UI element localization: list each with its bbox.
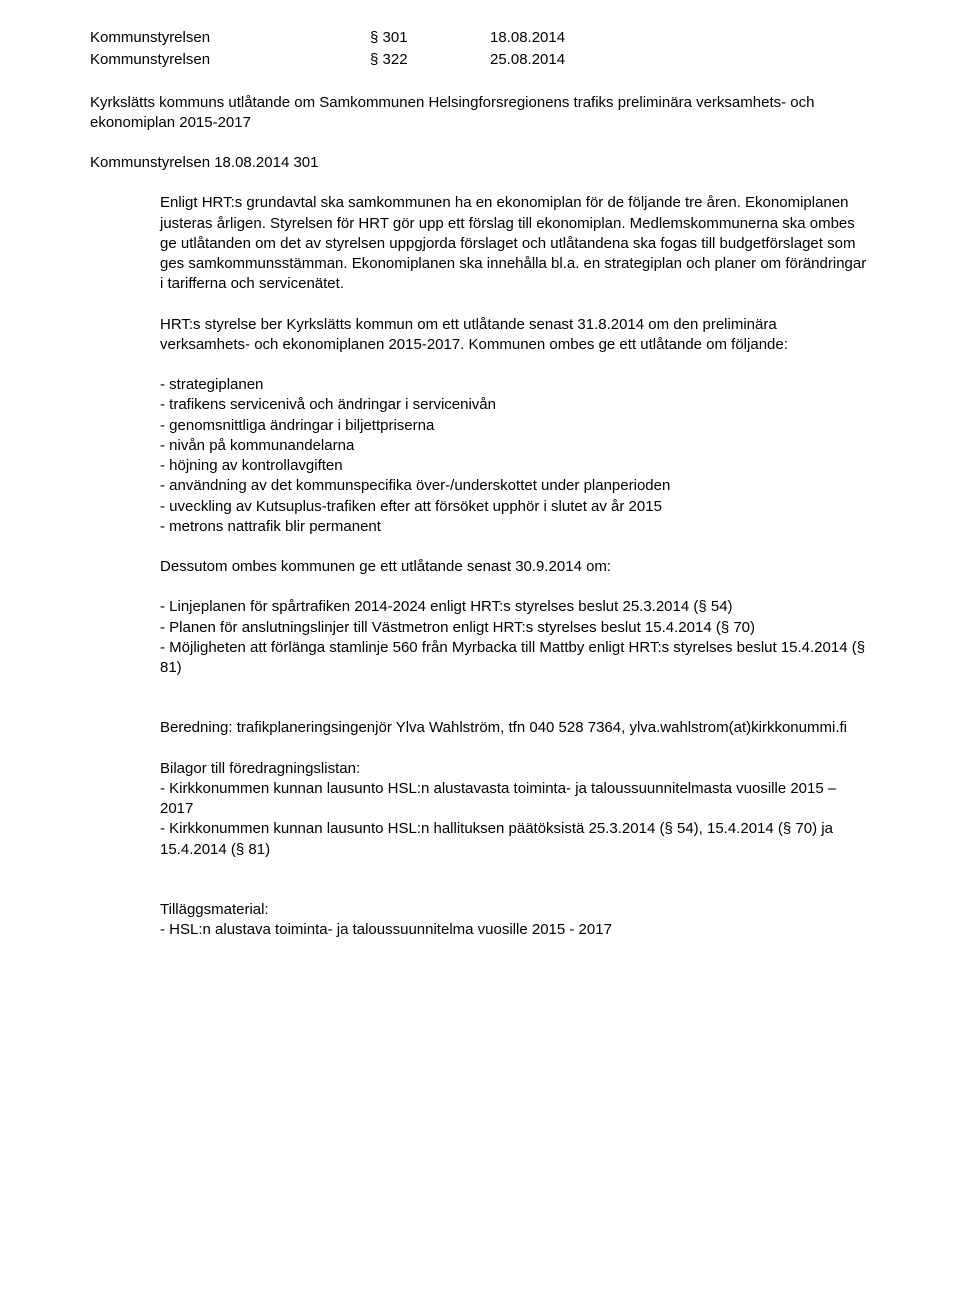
decision-list: - Linjeplanen för spårtrafiken 2014-2024… <box>160 597 870 678</box>
list-item: - uveckling av Kutsuplus-trafiken efter … <box>160 497 870 517</box>
header-section: § 322 <box>370 50 490 72</box>
supplementary-item: - HSL:n alustava toiminta- ja taloussuun… <box>160 920 870 940</box>
list-item: - genomsnittliga ändringar i biljettpris… <box>160 416 870 436</box>
attachment-item: - Kirkkonummen kunnan lausunto HSL:n alu… <box>160 779 870 820</box>
supplementary-label: Tilläggsmaterial: <box>160 900 870 920</box>
header-date: 18.08.2014 <box>490 28 870 50</box>
header-date: 25.08.2014 <box>490 50 870 72</box>
list-item: - Planen för anslutningslinjer till Väst… <box>160 618 870 638</box>
topic-list: - strategiplanen - trafikens servicenivå… <box>160 375 870 537</box>
attachment-item: - Kirkkonummen kunnan lausunto HSL:n hal… <box>160 819 870 860</box>
supplementary-block: Tilläggsmaterial: - HSL:n alustava toimi… <box>160 900 870 941</box>
paragraph-intro: Enligt HRT:s grundavtal ska samkommunen … <box>160 193 870 294</box>
list-item: - trafikens servicenivå och ändringar i … <box>160 395 870 415</box>
attachments-label: Bilagor till föredragningslistan: <box>160 759 870 779</box>
document-subhead: Kommunstyrelsen 18.08.2014 301 <box>90 153 870 173</box>
header-row: Kommunstyrelsen § 322 25.08.2014 <box>90 50 870 72</box>
header-body: Kommunstyrelsen <box>90 28 370 50</box>
paragraph-request: HRT:s styrelse ber Kyrkslätts kommun om … <box>160 315 870 356</box>
header-body: Kommunstyrelsen <box>90 50 370 72</box>
paragraph-additional: Dessutom ombes kommunen ge ett utlåtande… <box>160 557 870 577</box>
list-item: - Linjeplanen för spårtrafiken 2014-2024… <box>160 597 870 617</box>
list-item: - Möjligheten att förlänga stamlinje 560… <box>160 638 870 679</box>
paragraph-contact: Beredning: trafikplaneringsingenjör Ylva… <box>160 718 870 738</box>
list-item: - strategiplanen <box>160 375 870 395</box>
list-item: - användning av det kommunspecifika över… <box>160 476 870 496</box>
document-title: Kyrkslätts kommuns utlåtande om Samkommu… <box>90 93 870 134</box>
document-header: Kommunstyrelsen § 301 18.08.2014 Kommuns… <box>90 28 870 73</box>
header-section: § 301 <box>370 28 490 50</box>
list-item: - metrons nattrafik blir permanent <box>160 517 870 537</box>
header-row: Kommunstyrelsen § 301 18.08.2014 <box>90 28 870 50</box>
attachments-block: Bilagor till föredragningslistan: - Kirk… <box>160 759 870 860</box>
list-item: - nivån på kommunandelarna <box>160 436 870 456</box>
list-item: - höjning av kontrollavgiften <box>160 456 870 476</box>
